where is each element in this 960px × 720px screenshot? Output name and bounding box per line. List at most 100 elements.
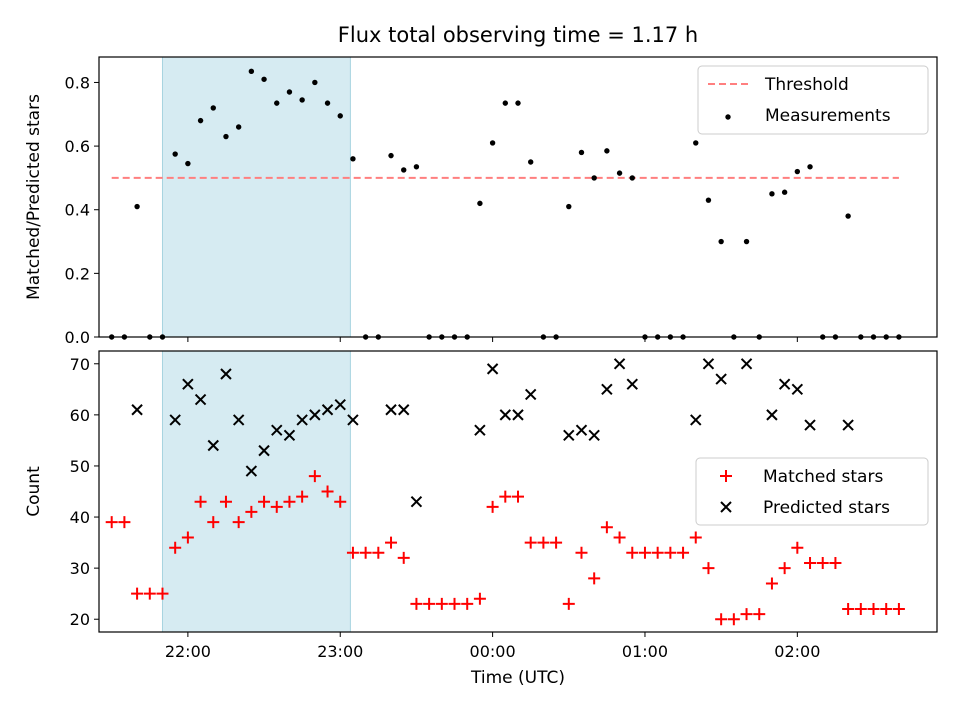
measurement-point: [337, 113, 343, 119]
bottom-ytick-label: 60: [70, 406, 90, 425]
predicted-star-point: [296, 414, 308, 426]
predicted-star-point: [626, 378, 638, 390]
bottom-series-2: [131, 358, 854, 508]
measurement-point: [248, 68, 255, 75]
matched-star-point: [410, 597, 423, 610]
bottom-ytick-label: 50: [70, 457, 90, 476]
matched-star-point: [473, 592, 486, 605]
matched-star-point: [435, 597, 448, 610]
matched-star-point: [715, 613, 728, 626]
bottom-legend-box: [695, 457, 929, 526]
top-legend-label: Measurements: [765, 106, 891, 126]
matched-star-point: [689, 531, 702, 544]
measurement-point: [591, 175, 597, 181]
predicted-star-point: [385, 404, 397, 416]
predicted-star-point: [575, 424, 588, 436]
matched-star-point: [131, 587, 144, 600]
measurement-point: [616, 170, 623, 176]
predicted-star-point: [702, 358, 715, 370]
top-axes-frame: [98, 56, 938, 338]
top-legend-box: [697, 65, 929, 135]
matched-star-point: [600, 521, 613, 534]
measurement-point: [172, 151, 178, 157]
matched-star-point: [892, 603, 905, 616]
predicted-star-point: [309, 409, 321, 421]
matched-star-point: [664, 546, 677, 559]
measurement-point: [769, 191, 775, 197]
predicted-star-point: [690, 414, 702, 426]
top-panel: 0.0 0.2 0.4 0.6 0.8 Matched/Predicted stars Th…: [24, 56, 938, 347]
predicted-star-point: [740, 358, 753, 370]
measurement-point: [388, 152, 394, 159]
predicted-star-point: [347, 414, 359, 426]
matched-star-point: [207, 516, 220, 529]
measurement-point: [197, 117, 204, 124]
matched-star-point: [651, 546, 664, 559]
predicted-star-point: [207, 439, 219, 452]
bottom-ytick-label: 30: [70, 559, 90, 578]
measurement-point: [261, 76, 267, 82]
predicted-star-point: [194, 393, 207, 406]
measurement-point: [489, 140, 496, 146]
measurement-point: [502, 100, 509, 106]
predicted-star-point: [410, 496, 423, 508]
predicted-star-point: [258, 444, 270, 457]
matched-star-point: [575, 546, 588, 559]
chart-title: Flux total observing time = 1.17 h: [338, 23, 698, 47]
predicted-star-point: [613, 358, 626, 370]
predicted-star-point: [131, 404, 143, 416]
matched-star-point: [143, 587, 156, 600]
measurement-point: [794, 168, 801, 175]
matched-star-point: [499, 490, 512, 503]
predicted-star-point: [398, 404, 410, 416]
measurement-point: [527, 159, 534, 165]
xtick-label: 00:00: [470, 642, 516, 661]
measurement-point: [210, 105, 216, 111]
top-ytick-label: 0.6: [65, 137, 90, 156]
matched-star-point: [867, 603, 880, 616]
matched-star-point: [397, 551, 410, 564]
matched-star-point: [829, 557, 842, 570]
measurement-point: [718, 238, 724, 245]
measurement-point: [578, 149, 585, 156]
bottom-ytick-label: 70: [70, 355, 90, 374]
measurement-point: [845, 213, 851, 219]
matched-star-point: [550, 536, 563, 549]
matched-star-point: [448, 597, 461, 610]
predicted-star-point: [321, 404, 334, 416]
measurement-point: [515, 100, 521, 106]
measurement-point: [223, 133, 229, 140]
matched-star-point: [880, 603, 893, 616]
predicted-star-point: [169, 414, 181, 426]
xtick-label: 02:00: [774, 642, 820, 661]
predicted-star-point: [232, 414, 245, 426]
xtick-label: 01:00: [622, 642, 668, 661]
matched-star-point: [258, 495, 271, 508]
predicted-star-point: [283, 429, 296, 442]
predicted-star-point: [588, 429, 600, 442]
predicted-star-point: [486, 363, 499, 375]
bottom-highlight-span: [162, 351, 351, 632]
bottom-axes-frame: [98, 350, 938, 633]
predicted-star-point: [182, 378, 194, 390]
matched-star-point: [816, 557, 829, 570]
predicted-star-point: [524, 388, 537, 401]
matched-star-point: [169, 541, 182, 554]
matched-star-point: [359, 546, 372, 559]
top-legend-label: Threshold: [764, 75, 849, 95]
predicted-star-point: [220, 368, 232, 380]
measurement-point: [566, 203, 572, 210]
bottom-legend-label: Predicted stars: [763, 498, 890, 518]
matched-star-point: [842, 603, 855, 616]
measurement-point: [235, 124, 242, 130]
matched-star-point: [296, 490, 309, 503]
matched-star-point: [321, 485, 334, 498]
bottom-ylabel: Count: [24, 466, 44, 517]
measurement-point: [604, 148, 610, 154]
top-ytick-label: 0.0: [65, 328, 90, 347]
matched-star-point: [613, 531, 626, 544]
matched-star-point: [753, 608, 766, 621]
predicted-star-point: [563, 429, 575, 442]
top-legend-measurements-swatch: [725, 114, 731, 120]
